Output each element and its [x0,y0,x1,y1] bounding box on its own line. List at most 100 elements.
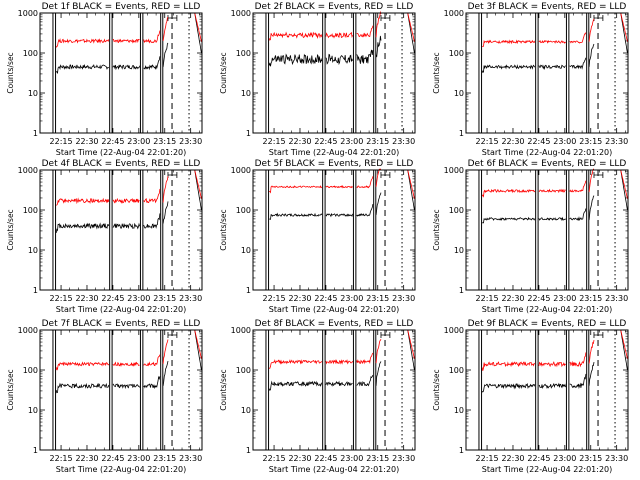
x-tick-label: 22:15 [476,294,499,303]
lld-series-line [588,340,595,364]
lld-series-line [356,352,374,365]
x-tick-label: 23:00 [553,454,576,463]
lld-series-line [569,32,587,44]
x-tick-label: 22:30 [501,454,524,463]
x-tick-label: 23:15 [366,294,389,303]
events-series-line [356,374,374,387]
x-tick-label: 23:15 [579,454,602,463]
lld-series-tail [407,329,415,359]
events-series-tail [620,329,628,371]
lld-series-line [569,352,587,368]
lld-series-line [538,39,566,44]
events-series-line [112,64,140,71]
y-axis-title: Counts/sec [219,369,228,410]
lld-series-line [143,354,161,367]
y-tick-label: 100 [449,49,464,58]
lld-series-line [588,18,595,42]
x-tick-label: 22:45 [101,454,124,463]
y-tick-label: 1000 [444,166,464,175]
events-series-line [55,222,110,233]
events-series-line [56,63,110,74]
y-tick-label: 1000 [18,166,38,175]
y-tick-label: 10 [454,406,464,415]
x-tick-label: 22:45 [101,137,124,146]
interval-bracket [167,332,178,338]
x-tick-label: 23:15 [153,137,176,146]
y-tick-label: 10 [454,89,464,98]
y-axis-title: Counts/sec [432,369,441,410]
panel-title: Det 8f BLACK = Events, RED = LLD [255,319,414,329]
panel-4: Det 4f BLACK = Events, RED = LLD Counts/s… [6,159,203,314]
x-tick-label: 22:45 [314,294,337,303]
x-tick-label: 23:00 [340,294,363,303]
x-tick-label: 22:45 [527,137,550,146]
lld-series-line [143,188,161,204]
events-series-line [538,64,566,71]
x-axis-title: Start Time (22-Aug-04 22:01:20) [56,148,187,157]
events-series-line [162,201,169,224]
x-tick-label: 22:15 [50,454,73,463]
y-tick-label: 10 [28,406,38,415]
lld-series-line [112,361,140,367]
y-tick-label: 10 [241,89,251,98]
lld-series-line [356,25,374,38]
lld-series-line [56,197,110,206]
x-tick-label: 22:45 [314,137,337,146]
lld-series-tail [620,169,628,199]
panel-title: Det 9f BLACK = Events, RED = LLD [468,319,627,329]
panel-8: Det 8f BLACK = Events, RED = LLD Counts/s… [219,319,416,474]
x-tick-label: 23:00 [127,294,150,303]
interval-bracket [380,172,391,178]
y-tick-label: 10 [28,246,38,255]
panel-1: Det 1f BLACK = Events, RED = LLD Counts/s… [6,2,203,157]
x-tick-label: 23:15 [579,294,602,303]
events-series-line [538,382,566,389]
y-tick-label: 100 [23,49,38,58]
y-tick-label: 1 [33,446,38,455]
lld-series-line [162,176,169,203]
x-tick-label: 23:30 [392,294,415,303]
plot-frame [465,169,629,291]
x-tick-label: 22:30 [75,454,98,463]
panel-title: Det 1f BLACK = Events, RED = LLD [42,2,201,12]
events-series-line [481,64,536,74]
events-series-tail [407,12,415,54]
x-axis-title: Start Time (22-Aug-04 22:01:20) [269,305,400,314]
x-tick-label: 23:30 [179,454,202,463]
events-series-line [588,43,595,68]
panel-5: Det 5f BLACK = Events, RED = LLD Counts/s… [219,159,416,314]
lld-series-line [143,30,161,44]
lld-series-line [112,38,140,44]
y-tick-label: 100 [236,366,251,375]
x-tick-label: 23:15 [366,454,389,463]
y-tick-label: 1 [459,129,464,138]
plot-frame [252,169,416,291]
lld-series-tail [194,169,202,199]
x-tick-label: 22:30 [288,454,311,463]
panel-7: Det 7f BLACK = Events, RED = LLD Counts/s… [6,319,203,474]
lld-series-line [538,188,566,194]
x-axis-title: Start Time (22-Aug-04 22:01:20) [269,148,400,157]
events-series-line [268,380,323,391]
lld-series-tail [194,12,202,42]
lld-series-line [55,38,110,48]
x-tick-label: 22:45 [314,454,337,463]
x-tick-label: 23:00 [553,294,576,303]
panel-9: Det 9f BLACK = Events, RED = LLD Counts/s… [432,319,629,474]
y-tick-label: 1 [33,129,38,138]
panel-title: Det 3f BLACK = Events, RED = LLD [468,2,627,12]
x-tick-label: 23:30 [392,454,415,463]
lld-series-line [482,39,536,48]
x-tick-label: 22:30 [288,137,311,146]
y-tick-label: 100 [23,366,38,375]
lld-series-tail [620,329,628,359]
x-tick-label: 23:00 [127,454,150,463]
x-tick-label: 22:45 [527,294,550,303]
events-series-line [356,204,374,217]
y-axis-title: Counts/sec [6,52,15,93]
lld-series-line [55,361,110,371]
x-tick-label: 23:15 [579,137,602,146]
y-tick-label: 100 [449,366,464,375]
x-tick-label: 23:15 [153,294,176,303]
events-series-line [356,49,374,64]
